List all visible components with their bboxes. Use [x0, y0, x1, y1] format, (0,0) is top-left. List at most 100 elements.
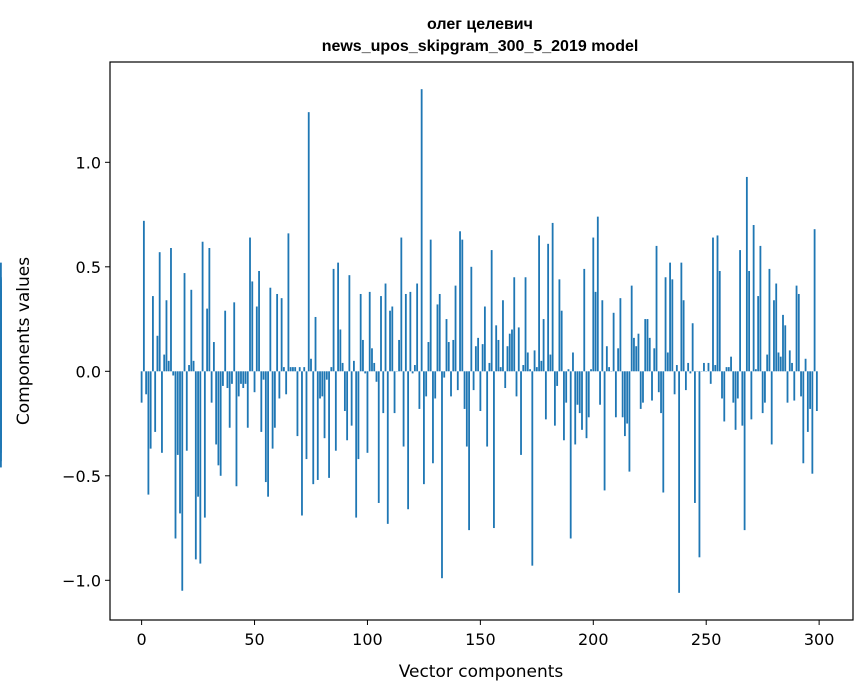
bar — [413, 365, 416, 372]
bar — [594, 291, 597, 372]
bar — [154, 371, 157, 432]
bar — [206, 308, 209, 372]
bar — [170, 248, 172, 372]
bar — [149, 371, 152, 449]
bar — [292, 367, 294, 372]
bar — [709, 371, 712, 384]
y-tick-label: 1.0 — [76, 153, 101, 172]
bar — [280, 298, 283, 372]
bar — [427, 342, 430, 372]
bar — [585, 371, 588, 439]
bar — [226, 371, 229, 389]
bar — [703, 362, 705, 372]
y-tick-label: 0.5 — [76, 258, 101, 277]
bar — [199, 371, 202, 564]
bar — [188, 365, 190, 372]
bar — [646, 319, 649, 372]
y-tick-label: −1.0 — [62, 571, 101, 590]
bar — [445, 319, 448, 372]
bar — [493, 371, 495, 529]
bar — [669, 262, 671, 372]
bar — [438, 293, 441, 372]
bar — [0, 287, 2, 372]
bar — [617, 348, 620, 372]
bar — [624, 371, 626, 437]
x-tick-label: 50 — [244, 630, 264, 649]
bar — [587, 371, 590, 418]
bar — [305, 371, 308, 460]
bar — [276, 293, 279, 372]
bar — [596, 216, 599, 372]
bar — [506, 346, 509, 372]
bar — [788, 350, 791, 372]
bar — [777, 352, 780, 372]
bar — [813, 229, 816, 372]
bar — [635, 346, 638, 372]
bar — [332, 268, 335, 372]
bar — [167, 360, 170, 372]
bar — [357, 371, 360, 460]
bar — [185, 371, 188, 451]
bar — [429, 239, 432, 372]
bar — [662, 371, 665, 493]
bar — [240, 371, 242, 384]
chart-title-line-2: news_upos_skipgram_300_5_2019 model — [322, 38, 639, 55]
bar — [201, 241, 204, 372]
bar — [278, 371, 281, 399]
bar — [233, 302, 236, 372]
bar — [544, 371, 547, 420]
bar — [179, 371, 181, 514]
bar — [504, 371, 507, 389]
bar — [235, 371, 238, 487]
bar — [244, 371, 247, 384]
bar — [384, 283, 387, 372]
bar — [145, 371, 148, 395]
bar — [432, 371, 434, 464]
bar — [773, 300, 775, 372]
bar — [712, 237, 714, 372]
bar — [497, 339, 500, 372]
bar — [732, 371, 735, 403]
bar — [565, 371, 568, 403]
bar — [325, 371, 328, 380]
bar — [687, 362, 690, 372]
bar — [158, 252, 161, 372]
x-tick-label: 200 — [578, 630, 609, 649]
bar — [614, 371, 617, 418]
bar — [644, 319, 647, 372]
bar — [420, 89, 423, 372]
y-tick-label: −0.5 — [62, 467, 101, 486]
bar — [524, 277, 527, 372]
x-tick-label: 250 — [691, 630, 722, 649]
bar — [691, 323, 694, 372]
bar — [337, 262, 339, 372]
bar — [316, 371, 319, 480]
bar — [296, 371, 299, 437]
bar — [142, 220, 145, 372]
bar — [418, 371, 421, 409]
bar — [416, 283, 419, 372]
chart-title-line-1: олег целевич — [427, 16, 533, 33]
bar — [312, 371, 315, 485]
bar — [353, 360, 355, 372]
y-axis-ticks: −1.0 −0.5 0.0 0.5 1.0 — [62, 153, 110, 590]
bar — [567, 369, 570, 372]
bar — [323, 371, 326, 439]
bar — [260, 371, 263, 432]
bar — [249, 237, 251, 372]
bar — [626, 371, 629, 424]
bar — [558, 279, 561, 372]
bar — [517, 327, 520, 372]
bar — [461, 239, 464, 372]
bar — [447, 342, 450, 372]
bar — [477, 337, 480, 372]
bar — [782, 314, 784, 372]
bar — [714, 365, 717, 372]
bar — [811, 371, 814, 474]
bar — [210, 371, 213, 403]
bar — [441, 371, 443, 579]
bar — [215, 371, 218, 445]
bar — [745, 176, 748, 372]
bar — [639, 371, 642, 409]
bar — [535, 367, 538, 372]
